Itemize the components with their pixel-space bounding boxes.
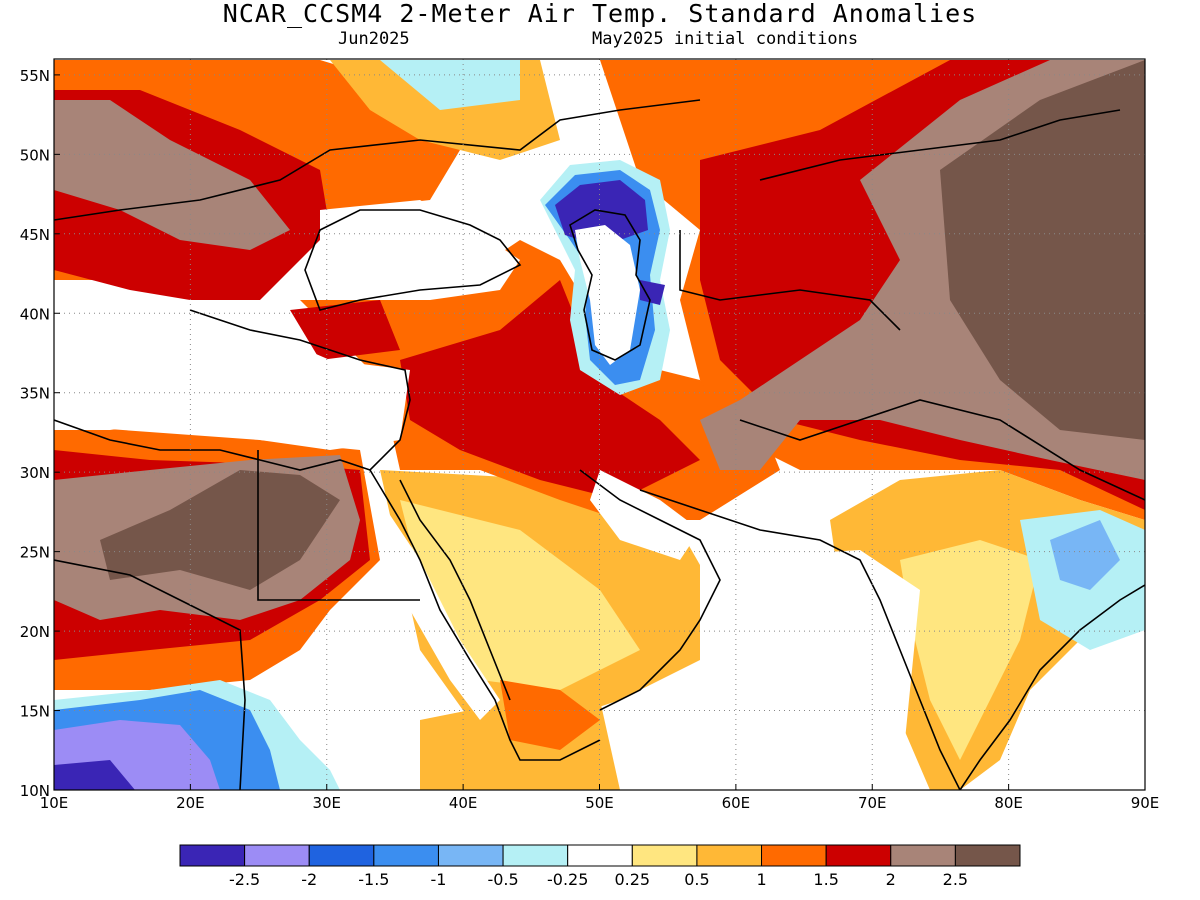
lat-tick-label: 35N <box>20 385 50 403</box>
iran-india-coast <box>639 489 961 790</box>
colorbar-swatch <box>696 844 763 867</box>
mediterranean-mask <box>54 300 410 450</box>
egypt-sudan-border <box>257 450 420 601</box>
balkans-brown <box>54 100 290 250</box>
sahara-dark-core <box>100 470 340 590</box>
central-asia-border <box>679 230 901 331</box>
colorbar-swatch <box>244 844 310 867</box>
caspian-sea-mask <box>575 225 640 365</box>
lon-tick-label: 20E <box>176 794 205 812</box>
lat-tick-label: 50N <box>20 146 50 164</box>
russia-cool-band <box>380 60 520 110</box>
caspian-north-darkpurple <box>555 180 648 240</box>
colorbar-swatch <box>179 844 246 867</box>
lat-tick-label: 25N <box>20 544 50 562</box>
africa-border <box>54 559 246 790</box>
lat-tick-label: 15N <box>20 703 50 721</box>
lon-tick-label: 70E <box>858 794 887 812</box>
graticule <box>54 59 1145 790</box>
axis-tick-labels: 10E 20E 30E 40E 50E 60E 70E 80E 90E 10N 15N 20N 25N 3… <box>20 67 1160 812</box>
lat-tick-label: 40N <box>20 305 50 323</box>
lat-tick-label: 20N <box>20 623 50 641</box>
lat-tick-label: 30N <box>20 464 50 482</box>
black-sea-mask <box>320 200 520 300</box>
lon-tick-label: 10E <box>40 794 69 812</box>
lat-tick-label: 45N <box>20 226 50 244</box>
colorbar-label: 2.5 <box>943 870 968 889</box>
colorbar-label: 0.5 <box>684 870 709 889</box>
colorbar-swatch <box>308 844 375 867</box>
lat-tick-label: 10N <box>20 782 50 800</box>
colorbar-label: -2.5 <box>229 870 260 889</box>
colorbar-legend: -2.5 -2 -1.5 -1 -0.5 -0.25 0.25 0.5 1 1.5 2 2.5 <box>179 844 1021 889</box>
colorbar-swatch <box>825 844 892 867</box>
lon-tick-label: 40E <box>449 794 478 812</box>
india-yellow <box>900 540 1040 760</box>
sahel-darkpurple <box>54 760 135 790</box>
chart-title: NCAR_CCSM4 2-Meter Air Temp. Standard An… <box>222 0 978 28</box>
colorbar-label: -0.25 <box>547 870 588 889</box>
colorbar-swatch <box>890 844 956 867</box>
colorbar-label: -2 <box>301 870 317 889</box>
arabian-sea-mask <box>620 550 920 790</box>
yemen-warm <box>500 680 600 750</box>
colorbar-label: -1 <box>430 870 446 889</box>
colorbar-label: 2 <box>886 870 896 889</box>
black-sea-coast <box>304 209 522 311</box>
lon-tick-label: 80E <box>994 794 1023 812</box>
lon-tick-label: 30E <box>312 794 341 812</box>
colorbar-swatch <box>761 844 827 867</box>
iraq-red-zone <box>400 280 700 500</box>
persian-gulf-mask <box>590 470 700 560</box>
bengal-blue <box>1050 520 1120 590</box>
kazakh-border <box>759 109 1121 181</box>
europe-borders <box>54 99 701 221</box>
colorbar-label: 1.5 <box>813 870 838 889</box>
anomaly-field <box>54 60 1145 790</box>
colorbar-label: -1.5 <box>358 870 389 889</box>
colorbar-swatch <box>437 844 504 867</box>
colorbar-label: 1 <box>756 870 766 889</box>
colorbar-swatch <box>502 844 569 867</box>
red-sea-east-coast <box>399 479 511 701</box>
colorbar-label: -0.5 <box>487 870 518 889</box>
himalaya-border <box>739 399 1145 501</box>
lon-tick-label: 90E <box>1131 794 1160 812</box>
lat-tick-label: 55N <box>20 67 50 85</box>
valid-month-label: Jun2025 <box>338 29 410 49</box>
red-sea-west-coast <box>369 469 601 761</box>
colorbar-swatch <box>373 844 439 867</box>
colorbar-label: 0.25 <box>614 870 650 889</box>
colorbar-swatch <box>954 844 1021 867</box>
lon-tick-label: 60E <box>722 794 751 812</box>
caspian-coast <box>569 209 651 361</box>
lon-tick-label: 50E <box>585 794 614 812</box>
india-east-coast <box>959 584 1145 790</box>
init-conditions-label: May2025 initial conditions <box>592 29 859 49</box>
caspian-east-darkpurple <box>640 280 665 305</box>
colorbar-swatch <box>567 844 633 867</box>
colorbar-swatch <box>631 844 698 867</box>
arabia-east-coast <box>579 469 721 711</box>
coastlines-and-borders <box>54 99 1145 790</box>
tarim-dark-core <box>940 60 1145 440</box>
